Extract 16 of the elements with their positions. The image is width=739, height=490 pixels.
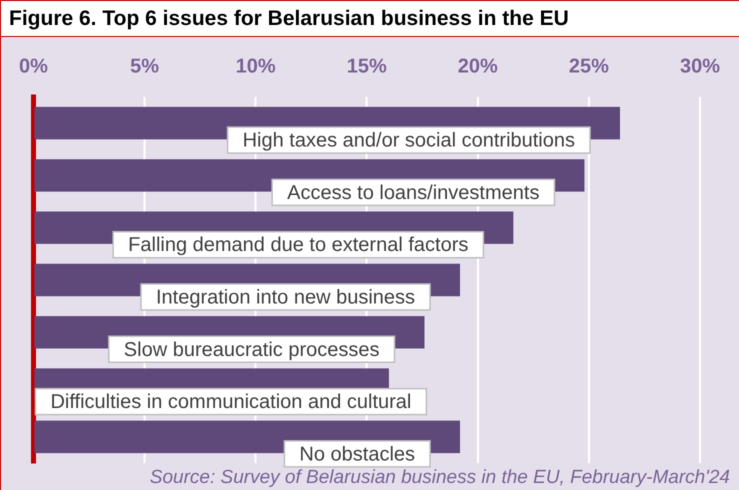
- x-tick-label: 0%: [19, 56, 48, 78]
- x-tick-label: 5%: [130, 56, 160, 78]
- chart-title: Figure 6. Top 6 issues for Belarusian business in the EU: [1, 1, 739, 37]
- y-tick-label: Integration into new business: [156, 286, 416, 309]
- y-tick-label: No obstacles: [299, 443, 416, 466]
- y-tick-label: Slow bureaucratic processes: [124, 338, 380, 361]
- y-tick-label: High taxes and/or social contributions: [242, 130, 576, 152]
- y-tick-label: Difficulties in communication and cultural: [50, 391, 412, 414]
- x-tick-label: 15%: [346, 56, 387, 78]
- x-tick-label: 20%: [458, 56, 498, 78]
- source-note: Source: Survey of Belarusian business in the EU, February-March'24: [150, 466, 730, 488]
- x-tick-label: 30%: [680, 56, 720, 78]
- y-tick-label: Access to loans/investments: [287, 182, 540, 204]
- x-tick-label: 25%: [568, 56, 610, 78]
- x-tick-label: 10%: [236, 56, 276, 78]
- y-tick-label: Falling demand due to external factors: [128, 234, 468, 256]
